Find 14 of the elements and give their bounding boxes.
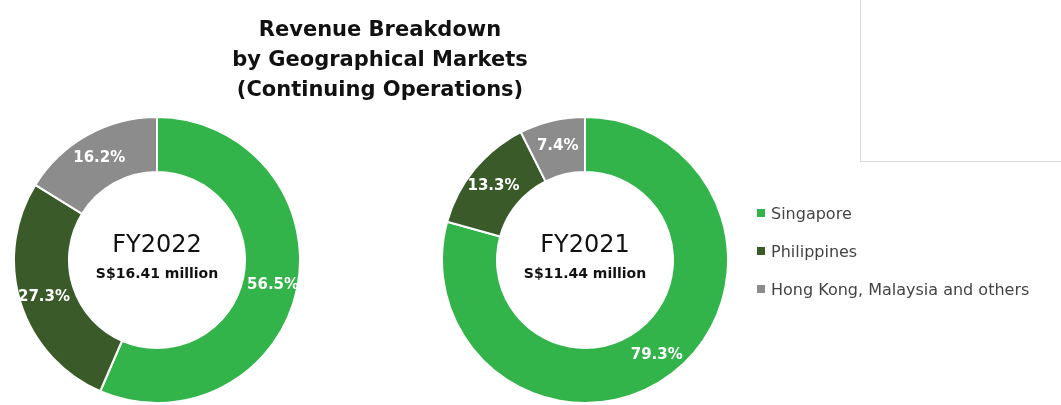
legend-label: Hong Kong, Malaysia and others: [771, 279, 1030, 299]
text: FY2021: [540, 230, 630, 258]
data-label: 13.3%: [467, 175, 520, 194]
data-label: 16.2%: [73, 147, 126, 166]
data-label: 7.4%: [536, 135, 579, 154]
chart-title: Revenue Breakdown by Geographical Markets (Continuing Operations): [231, 16, 529, 103]
text: FY2022: [112, 230, 202, 258]
data-label: 56.5%: [247, 275, 300, 294]
text: S$11.44 million: [523, 265, 647, 281]
data-label: 79.3%: [630, 345, 683, 364]
legend-label: Singapore: [771, 203, 852, 223]
data-label: 27.3%: [17, 286, 70, 305]
text: S$16.41 million: [95, 265, 219, 281]
legend-label: Philippines: [771, 241, 858, 261]
